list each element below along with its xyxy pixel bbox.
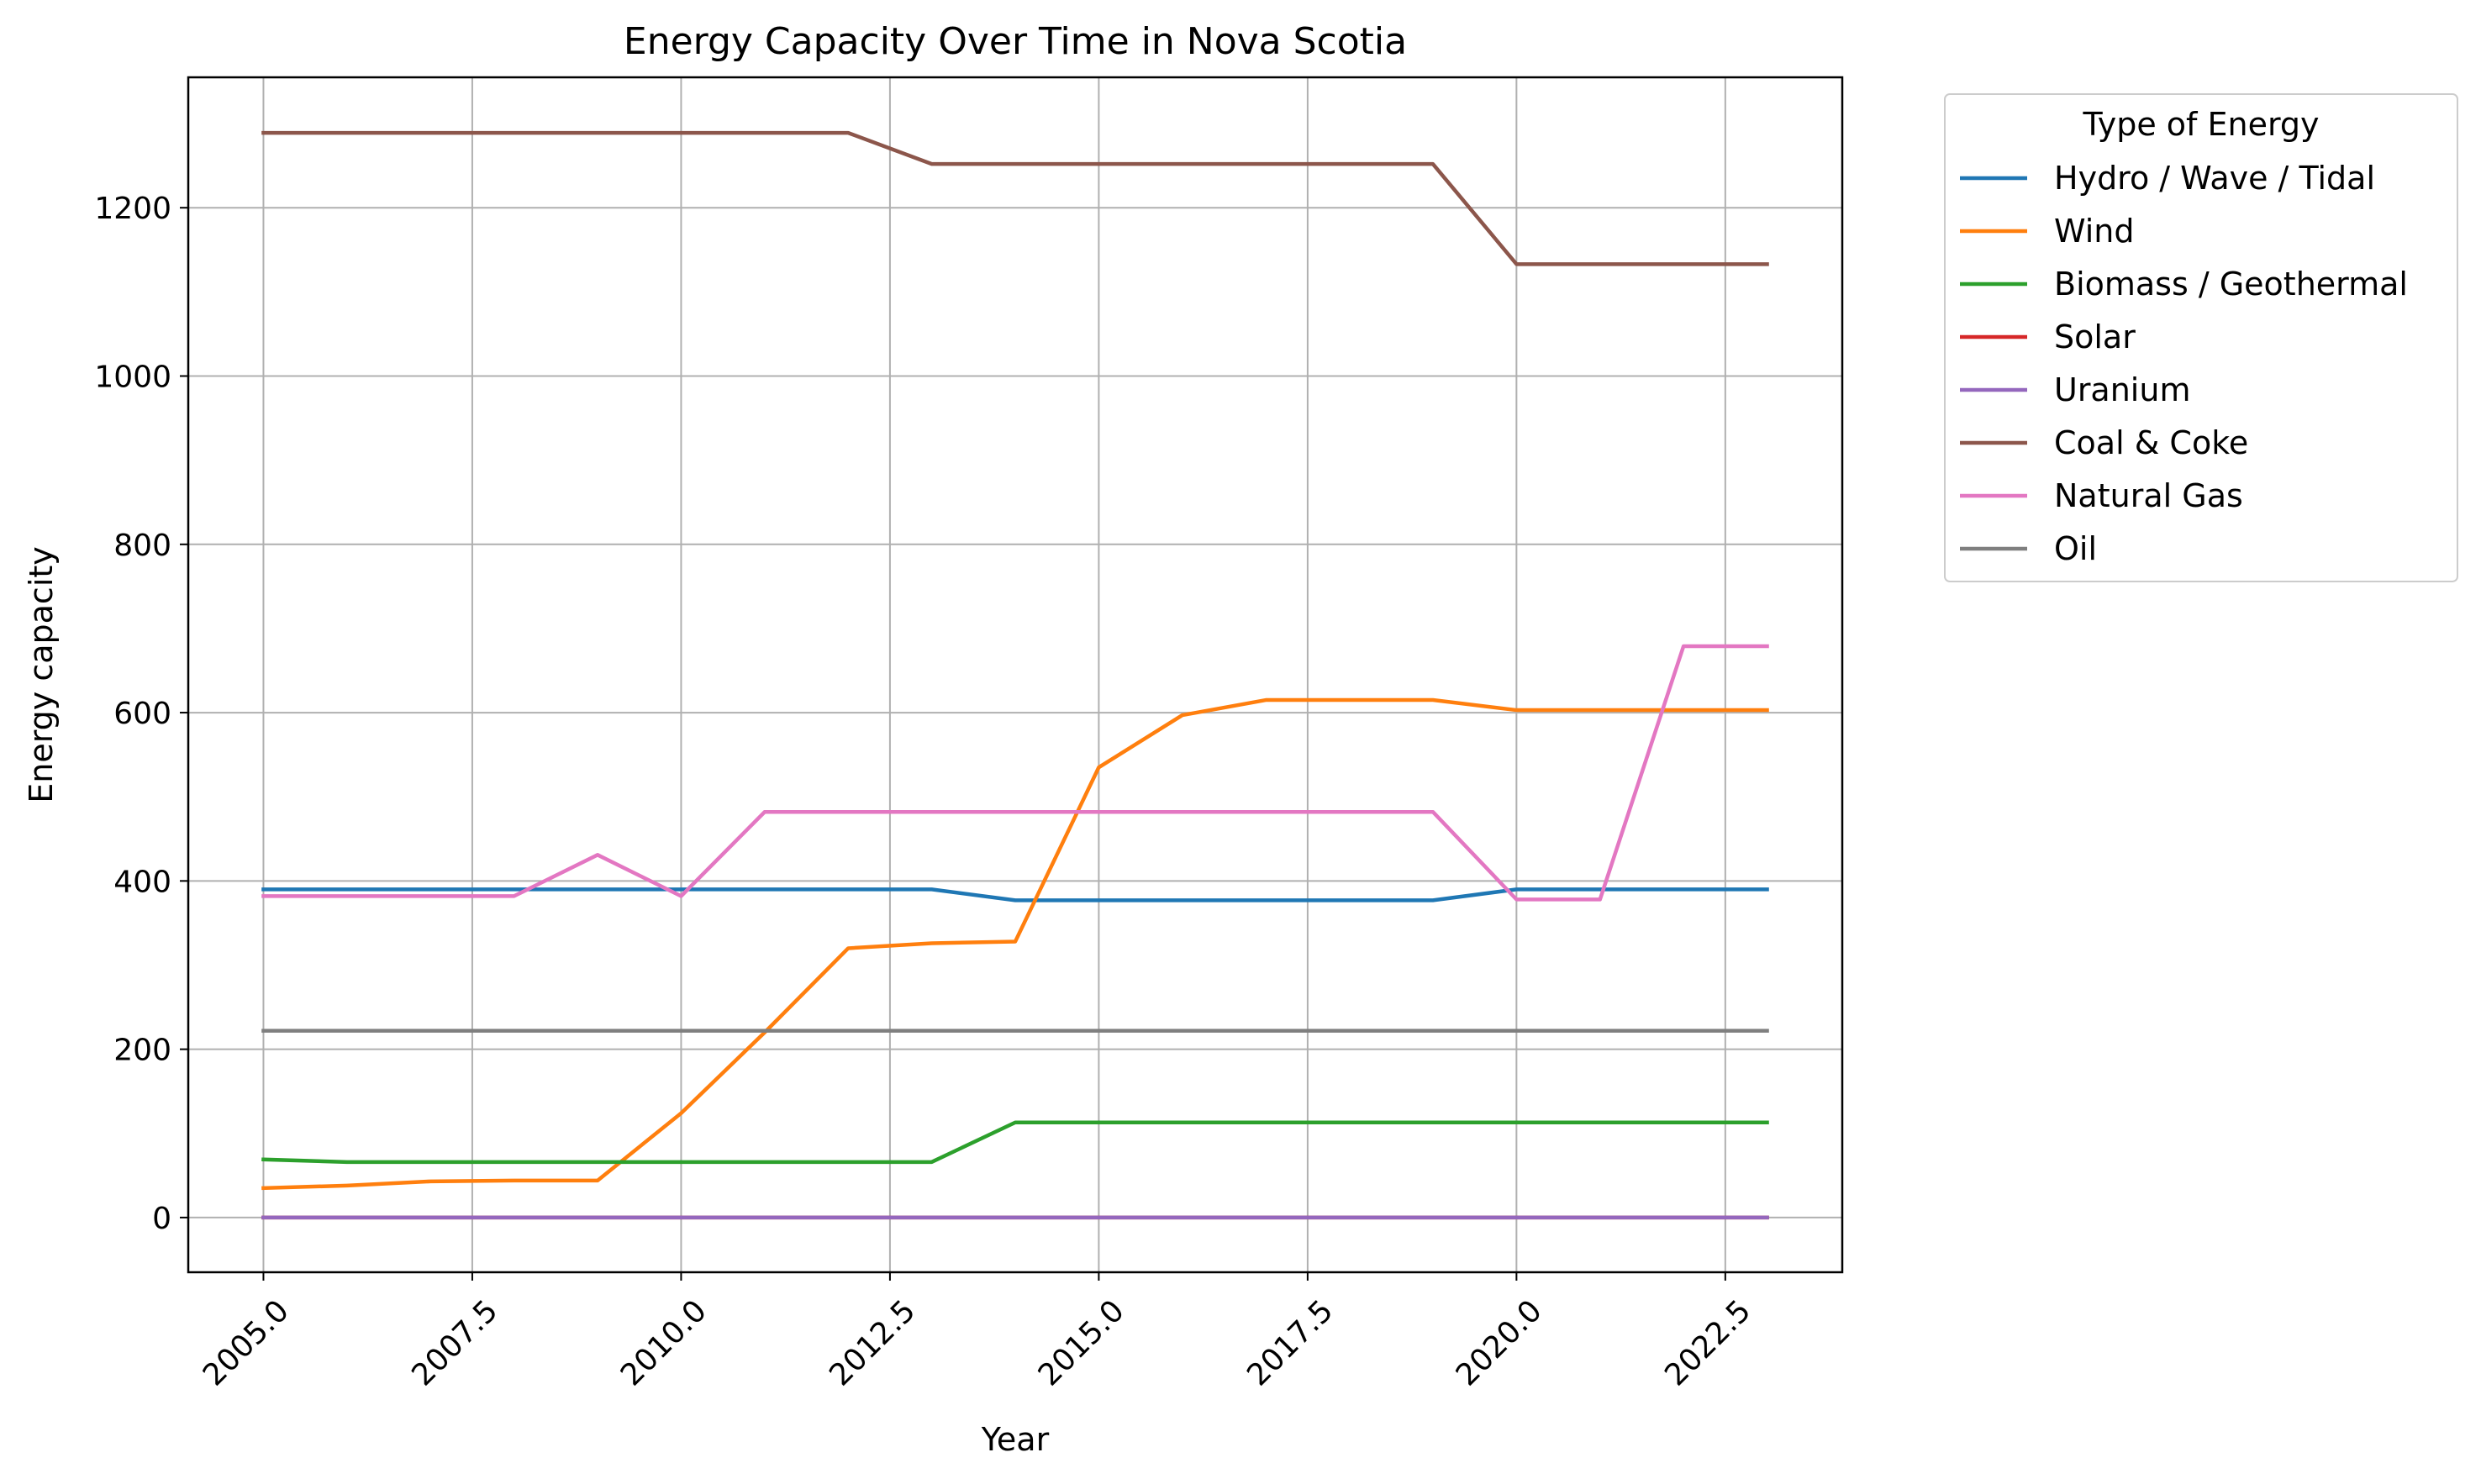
- series-lines: [261, 130, 1769, 1220]
- series-line-natural-gas: [261, 644, 1769, 902]
- series-line-biomass-geothermal: [261, 1120, 1769, 1165]
- y-tick-label: 1000: [94, 360, 171, 395]
- legend-label-solar: Solar: [2054, 318, 2136, 355]
- plot-frame: [187, 76, 1844, 1274]
- series-line-wind: [261, 697, 1769, 1191]
- legend-label-natural-gas: Natural Gas: [2054, 477, 2243, 514]
- series-line-coal-coke: [261, 130, 1769, 266]
- y-tick-label: 1200: [94, 192, 171, 226]
- legend-items: Hydro / Wave / Tidal Wind Biomass / Geothe…: [1960, 160, 2408, 567]
- legend-title: Type of Energy: [2082, 106, 2319, 143]
- y-tick-label: 200: [113, 1034, 171, 1068]
- legend-label-oil: Oil: [2054, 530, 2097, 567]
- legend-box: [1944, 93, 2458, 582]
- y-tick-label: 0: [152, 1202, 171, 1236]
- series-line-hydro-wave-tidal: [261, 887, 1769, 903]
- y-tick-label: 600: [113, 697, 171, 731]
- y-axis-label: Energy capacity: [23, 546, 60, 803]
- legend-label-wind: Wind: [2054, 213, 2135, 250]
- legend-label-coal-coke: Coal & Coke: [2054, 424, 2248, 461]
- chart-title: Energy Capacity Over Time in Nova Scotia: [624, 20, 1407, 63]
- y-tick-label: 800: [113, 529, 171, 563]
- y-axis-ticks: 0 200 400 600 800 1000 1200: [94, 192, 188, 1236]
- legend: Type of Energy Hydro / Wave / Tidal Wind B…: [1944, 93, 2458, 582]
- legend-label-hydro-wave-tidal: Hydro / Wave / Tidal: [2054, 160, 2375, 197]
- x-axis-label: Year: [981, 1421, 1050, 1458]
- y-tick-label: 400: [113, 865, 171, 899]
- legend-label-uranium: Uranium: [2054, 371, 2190, 408]
- legend-label-biomass-geothermal: Biomass / Geothermal: [2054, 266, 2408, 303]
